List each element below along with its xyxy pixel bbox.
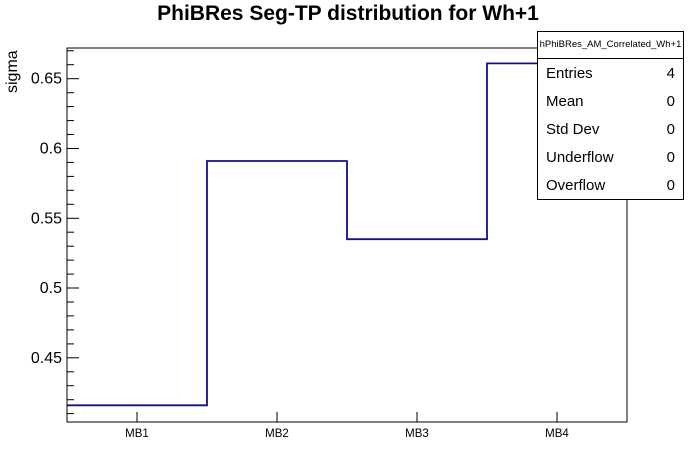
stats-row-underflow: Underflow 0	[538, 143, 683, 171]
y-tick-label: 0.45	[31, 350, 62, 367]
histogram-step-line	[67, 62, 627, 407]
stats-label: Mean	[546, 92, 584, 110]
y-tick-label: 0.65	[31, 71, 62, 88]
stats-box: hPhiBRes_AM_Correlated_Wh+1 Entries 4 Me…	[537, 31, 684, 200]
stats-value: 0	[666, 120, 675, 138]
chart-title: PhiBRes Seg-TP distribution for Wh+1	[157, 2, 539, 25]
x-tick-label: MB1	[125, 428, 149, 440]
y-tick-label: 0.5	[40, 280, 62, 297]
stats-value: 4	[666, 64, 675, 82]
stats-row-mean: Mean 0	[538, 87, 683, 115]
stats-value: 0	[666, 148, 675, 166]
stats-label: Entries	[546, 64, 593, 82]
y-tick-label: 0.6	[40, 141, 62, 158]
stats-row-stddev: Std Dev 0	[538, 115, 683, 143]
stats-row-overflow: Overflow 0	[538, 171, 683, 199]
x-tick-label: MB2	[265, 428, 289, 440]
stats-label: Underflow	[546, 148, 614, 166]
plot-frame	[66, 47, 628, 423]
stats-box-title: hPhiBRes_AM_Correlated_Wh+1	[538, 32, 683, 59]
stats-row-entries: Entries 4	[538, 59, 683, 87]
stats-rows: Entries 4 Mean 0 Std Dev 0 Underflow 0 O…	[538, 59, 683, 199]
x-tick-label: MB4	[545, 428, 569, 440]
stats-label: Std Dev	[546, 120, 600, 138]
stats-value: 0	[666, 92, 675, 110]
stats-value: 0	[666, 176, 675, 194]
y-tick-label: 0.55	[31, 210, 62, 227]
x-tick-label: MB3	[405, 428, 429, 440]
stats-label: Overflow	[546, 176, 606, 194]
